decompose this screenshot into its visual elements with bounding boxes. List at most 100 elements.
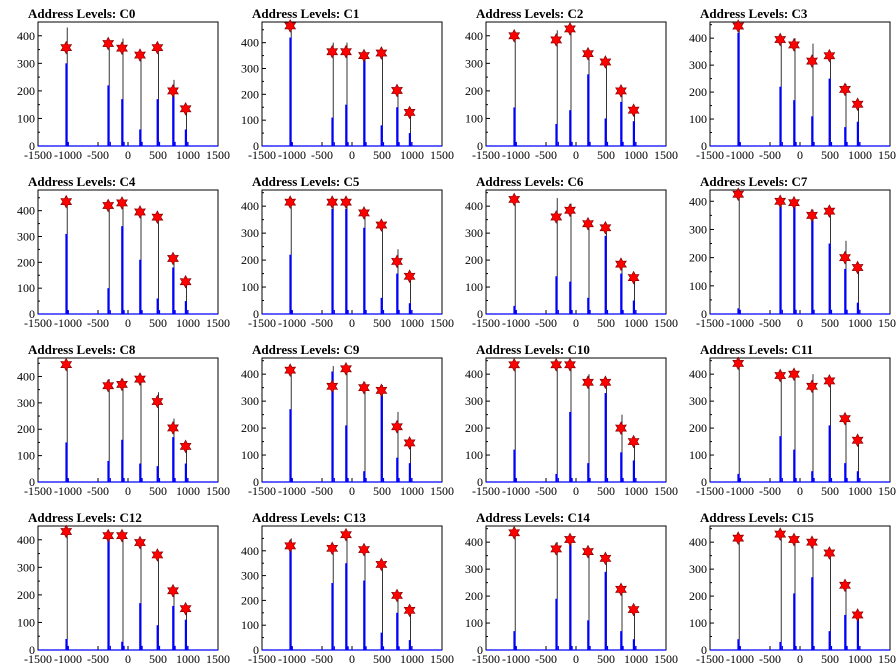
histogram-bar: [620, 452, 623, 482]
peak-marker: [284, 195, 297, 209]
y-tick-label: 0: [29, 475, 35, 489]
x-tick-label: 500: [373, 316, 391, 330]
peak-marker: [774, 368, 787, 383]
histogram-bar: [604, 118, 607, 146]
peak-marker: [788, 195, 800, 210]
plot-frame: [485, 525, 667, 651]
x-tick-label: 0: [573, 148, 579, 162]
peak-marker: [550, 210, 563, 224]
x-tick-label: -500: [535, 484, 557, 498]
histogram-bar: [739, 141, 741, 146]
peak-marker: [851, 260, 864, 275]
y-tick-label: 300: [17, 560, 35, 574]
histogram-bar: [187, 141, 189, 146]
y-tick-label: 200: [241, 421, 259, 435]
peak-marker: [358, 48, 370, 63]
x-tick-label: -500: [87, 316, 109, 330]
histogram-bar: [141, 310, 143, 314]
y-tick-label: 100: [17, 615, 35, 629]
histogram-bar: [737, 639, 740, 650]
y-tick-label: 200: [241, 87, 259, 101]
histogram-bar: [856, 121, 859, 146]
histogram-panel: Address Levels: C6 0 100 200 300 400 -1500 -100…: [448, 168, 678, 336]
histogram-bar: [172, 96, 175, 146]
x-tick-label: 0: [349, 484, 355, 498]
y-tick-label: 100: [241, 618, 259, 632]
plot-frame: [485, 357, 667, 483]
peak-marker: [823, 546, 836, 560]
peak-marker: [582, 375, 594, 390]
histogram-bar: [828, 243, 831, 314]
histogram-bar: [795, 141, 797, 146]
y-tick-label: 100: [465, 111, 483, 125]
histogram-panel: Address Levels: C15 0 100 200 300 400 -1500 -10…: [672, 504, 896, 672]
y-tick-label: 100: [465, 616, 483, 630]
y-tick-label: 100: [241, 113, 259, 127]
histogram-bar: [411, 142, 413, 146]
histogram-bar: [411, 309, 413, 314]
peak-marker: [403, 436, 416, 450]
peak-marker: [615, 84, 627, 98]
histogram-bar: [380, 297, 383, 314]
x-tick-label: -500: [311, 652, 333, 666]
x-tick-label: 1500: [430, 484, 454, 498]
histogram-bar: [828, 631, 831, 650]
x-tick-label: -1500: [696, 484, 724, 498]
histogram-bar: [795, 645, 797, 650]
x-tick-label: 1500: [430, 316, 454, 330]
histogram-bar: [345, 425, 348, 482]
x-tick-label: -1500: [248, 148, 276, 162]
y-tick-label: 100: [689, 112, 707, 126]
peak-marker: [564, 22, 576, 36]
histogram-bar: [846, 477, 848, 482]
x-tick-label: 0: [125, 316, 131, 330]
histogram-bar: [604, 393, 607, 482]
histogram-bar: [571, 309, 573, 314]
x-tick-label: -1000: [502, 652, 530, 666]
histogram-panel: Address Levels: C14 0 100 200 300 400 -1500 -10…: [448, 504, 678, 672]
histogram-bar: [781, 477, 783, 482]
x-tick-label: 1500: [206, 652, 230, 666]
x-tick-label: -1000: [278, 652, 306, 666]
histogram-bar: [121, 439, 124, 482]
peak-marker: [403, 105, 416, 120]
histogram-bar: [396, 107, 399, 146]
histogram-bar: [109, 645, 111, 650]
histogram-bar: [156, 99, 159, 146]
histogram-bar: [587, 620, 590, 650]
histogram-bar: [571, 141, 573, 146]
histogram-bar: [123, 310, 125, 314]
panel-title: Address Levels: C4: [28, 174, 136, 189]
peak-marker: [582, 46, 594, 61]
plot-frame: [485, 21, 667, 147]
peak-marker: [806, 535, 818, 550]
peak-marker: [375, 46, 388, 60]
histogram-bar: [365, 309, 367, 314]
y-tick-label: 200: [689, 85, 707, 99]
panel-title: Address Levels: C0: [28, 6, 135, 21]
x-tick-label: 1000: [624, 316, 648, 330]
histogram-bar: [141, 478, 143, 482]
y-tick-label: 400: [17, 29, 35, 43]
x-tick-label: 1000: [400, 148, 424, 162]
histogram-bar: [555, 598, 558, 650]
histogram-bar: [156, 466, 159, 482]
peak-marker: [732, 356, 745, 371]
x-tick-label: 1000: [176, 484, 200, 498]
x-tick-label: 500: [373, 652, 391, 666]
histogram-bar: [737, 308, 740, 314]
plot-frame: [37, 357, 219, 483]
histogram-bar: [635, 645, 637, 650]
y-tick-label: 0: [701, 643, 707, 657]
histogram-svg: Address Levels: C0 0 100 200 300 400 -1500 -100…: [17, 6, 230, 162]
histogram-bar: [289, 409, 292, 482]
y-tick-label: 300: [241, 226, 259, 240]
peak-marker: [340, 527, 352, 542]
histogram-bar: [174, 141, 176, 146]
histogram-bar: [380, 395, 383, 482]
peak-marker: [375, 557, 388, 572]
histogram-bar: [174, 478, 176, 482]
peak-marker: [358, 542, 370, 557]
histogram-bar: [779, 436, 782, 482]
histogram-bar: [622, 141, 624, 146]
